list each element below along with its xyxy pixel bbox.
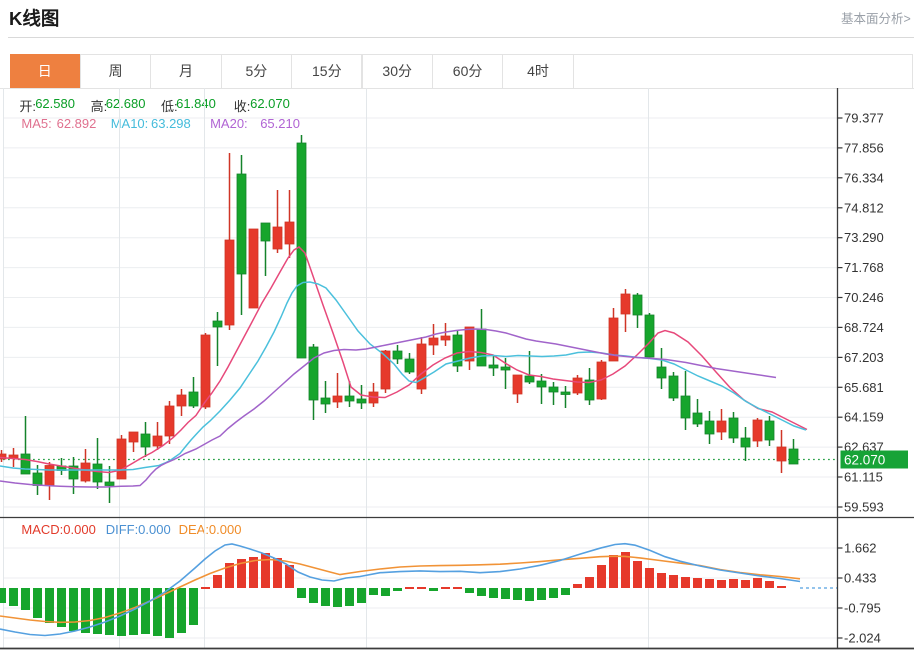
svg-text:70.246: 70.246 [844, 290, 884, 305]
svg-text:68.724: 68.724 [844, 320, 884, 335]
svg-text:61.115: 61.115 [844, 470, 883, 485]
svg-text:59.593: 59.593 [844, 500, 884, 515]
svg-text:73.290: 73.290 [844, 230, 884, 245]
svg-text:71.768: 71.768 [844, 260, 884, 275]
svg-text:1.662: 1.662 [844, 541, 877, 556]
svg-text:79.377: 79.377 [844, 111, 884, 126]
svg-text:0.433: 0.433 [844, 571, 877, 586]
svg-text:77.856: 77.856 [844, 140, 884, 155]
svg-text:-2.024: -2.024 [844, 631, 881, 646]
svg-text:76.334: 76.334 [844, 170, 884, 185]
svg-text:-0.795: -0.795 [844, 601, 881, 616]
svg-text:62.070: 62.070 [844, 453, 885, 468]
svg-text:74.812: 74.812 [844, 200, 884, 215]
svg-text:64.159: 64.159 [844, 410, 884, 425]
svg-text:65.681: 65.681 [844, 380, 884, 395]
svg-text:67.203: 67.203 [844, 350, 884, 365]
